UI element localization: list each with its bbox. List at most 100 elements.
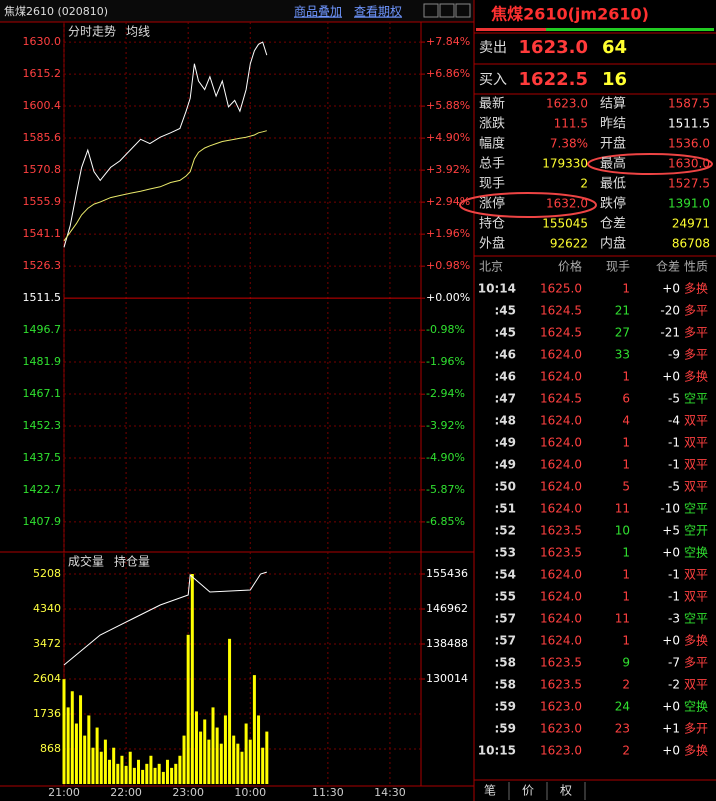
tick-cell: +0 — [662, 744, 680, 758]
tab[interactable]: 权 — [560, 784, 572, 798]
volume-bar — [199, 731, 203, 784]
tick-cell: +5 — [662, 524, 680, 538]
tick-cell: -21 — [660, 326, 680, 340]
y-tick-label: 1422.7 — [23, 483, 62, 496]
y2-tick-label: +0.00% — [426, 291, 470, 304]
stat-value: 1391.0 — [668, 197, 710, 211]
tick-cell: 21 — [615, 304, 630, 318]
tick-cell: 1624.0 — [540, 568, 582, 582]
volume-bar — [157, 763, 161, 784]
volume-bar — [66, 707, 70, 784]
link[interactable]: 商品叠加 — [294, 4, 342, 19]
stat-label: 内盘 — [600, 236, 626, 252]
stat-value: 2 — [580, 177, 588, 191]
y2-tick-label: 146962 — [426, 602, 468, 615]
column-header: 北京 — [479, 260, 503, 274]
y2-tick-label: -6.85% — [426, 515, 465, 528]
tick-cell: 33 — [615, 348, 630, 362]
tick-cell: :58 — [495, 656, 517, 670]
tick-cell: 11 — [615, 502, 630, 516]
y2-tick-label: +3.92% — [426, 163, 470, 176]
y2-tick-label: 130014 — [426, 672, 468, 685]
tick-cell: 多换 — [684, 744, 708, 758]
y2-tick-label: +5.88% — [426, 99, 470, 112]
tick-cell: 1624.0 — [540, 370, 582, 384]
volume-bar — [83, 735, 87, 784]
y2-tick-label: +1.96% — [426, 227, 470, 240]
tick-cell: 1624.0 — [540, 612, 582, 626]
tab[interactable]: 笔 — [484, 783, 496, 798]
tick-cell: :53 — [495, 546, 517, 560]
y-tick-label: 1496.7 — [23, 323, 62, 336]
column-header: 性质 — [684, 260, 708, 274]
stat-label: 最低 — [600, 177, 626, 192]
tick-cell: 1 — [622, 590, 630, 604]
tick-cell: 双平 — [684, 678, 708, 692]
tick-cell: -10 — [660, 502, 680, 516]
tick-cell: 1 — [622, 568, 630, 582]
tab[interactable]: 价 — [522, 784, 534, 798]
y-tick-label: 1570.8 — [23, 163, 62, 176]
tick-cell: 9 — [622, 656, 630, 670]
volume-bar — [190, 573, 194, 784]
tick-cell: 10 — [615, 524, 630, 538]
tick-cell: :45 — [495, 326, 517, 340]
volume-bar — [240, 751, 244, 784]
tick-cell: 多平 — [684, 326, 708, 340]
stat-label: 结算 — [600, 97, 626, 112]
tick-cell: 1623.0 — [540, 744, 582, 758]
volume-bar — [74, 723, 78, 784]
tick-cell: 1624.5 — [540, 392, 582, 406]
stat-value: 86708 — [672, 237, 710, 251]
tick-cell: 1624.0 — [540, 436, 582, 450]
nav-button[interactable] — [455, 3, 471, 18]
volume-bar — [203, 719, 207, 784]
y2-tick-label: -2.94% — [426, 387, 465, 400]
volume-bar — [165, 759, 169, 784]
tick-cell: 多换 — [684, 282, 708, 296]
tick-cell: -1 — [668, 458, 680, 472]
tick-cell: 空换 — [684, 546, 708, 560]
tick-cell: 双平 — [684, 458, 708, 472]
tick-cell: 1623.5 — [540, 656, 582, 670]
nav-button[interactable] — [423, 3, 439, 18]
link[interactable]: 查看期权 — [354, 5, 402, 19]
tick-cell: +0 — [662, 700, 680, 714]
volume-bar — [128, 751, 132, 784]
volume-bar — [120, 755, 124, 784]
stat-label: 幅度 — [479, 136, 505, 152]
tick-cell: -4 — [668, 414, 680, 428]
stat-label: 最高 — [600, 156, 626, 172]
y-tick-label: 1452.3 — [23, 419, 62, 432]
y-tick-label: 3472 — [33, 637, 61, 650]
stat-label: 昨结 — [600, 117, 626, 132]
tick-cell: :58 — [495, 678, 517, 692]
y-tick-label: 1585.6 — [23, 131, 62, 144]
stat-label: 开盘 — [600, 136, 626, 152]
tick-cell: 1 — [622, 282, 630, 296]
stat-value: 179330 — [542, 157, 588, 171]
volume-bar — [62, 679, 66, 784]
tick-cell: :49 — [495, 436, 517, 450]
tick-cell: :55 — [495, 590, 517, 604]
column-header: 仓差 — [656, 260, 680, 274]
instrument-title: 焦煤2610 (020810) — [4, 5, 108, 18]
volume-bar — [116, 763, 120, 784]
tick-cell: 1624.0 — [540, 348, 582, 362]
legend-entry: 持仓量 — [114, 554, 150, 569]
tick-cell: 多平 — [684, 304, 708, 318]
tick-cell: 23 — [615, 722, 630, 736]
volume-bar — [79, 695, 83, 784]
volume-bar — [153, 767, 157, 784]
y2-tick-label: -1.96% — [426, 355, 465, 368]
x-tick-label: 22:00 — [110, 786, 142, 799]
y-tick-label: 5208 — [33, 567, 61, 580]
nav-button[interactable] — [439, 3, 455, 18]
y2-tick-label: -0.98% — [426, 323, 465, 336]
volume-bar — [236, 743, 240, 784]
tick-cell: :47 — [495, 392, 517, 406]
tick-cell: 1624.0 — [540, 480, 582, 494]
tick-cell: 双平 — [684, 568, 708, 582]
tick-cell: 1 — [622, 634, 630, 648]
series-line — [63, 41, 268, 248]
